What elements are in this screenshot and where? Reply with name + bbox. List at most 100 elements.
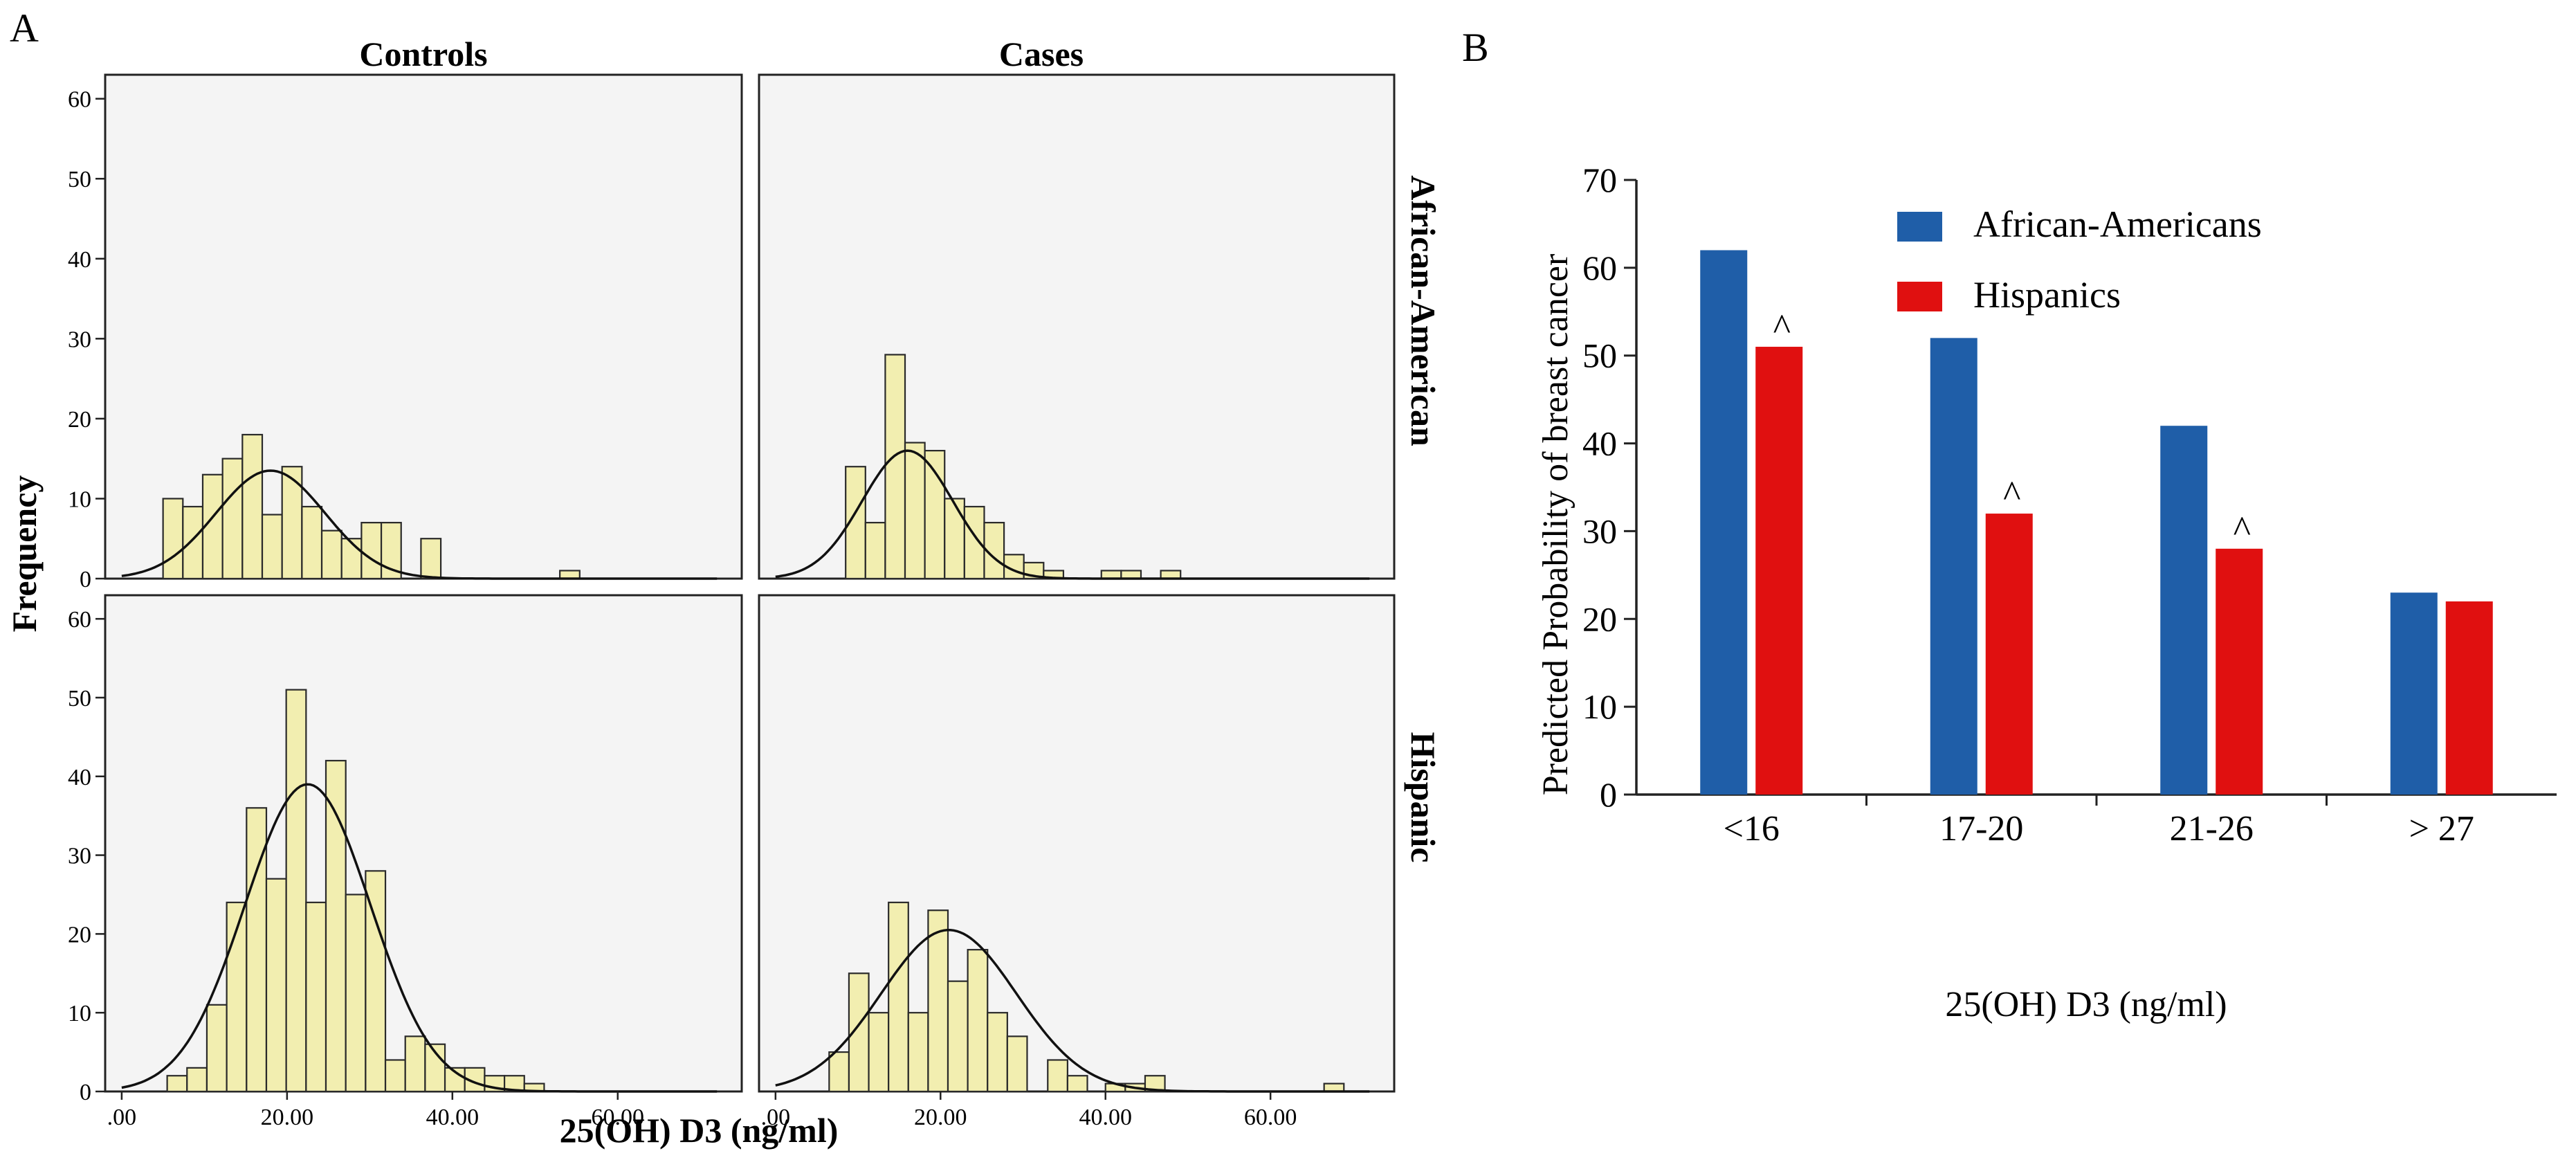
panel-a-label: A — [10, 6, 39, 51]
y-tick-label: 20 — [68, 407, 91, 433]
y-tick-label: 60 — [1582, 248, 1617, 287]
category-label: > 27 — [2409, 809, 2474, 849]
x-tick-label: .00 — [761, 1105, 791, 1130]
y-tick-label: 10 — [1582, 687, 1617, 726]
histogram-bar — [320, 529, 342, 580]
histogram-panel-frame — [104, 73, 743, 580]
histogram-bar — [944, 498, 965, 580]
histogram-bar — [828, 1051, 850, 1093]
y-tick-label: 40 — [68, 247, 91, 273]
y-tick-label: 20 — [1582, 599, 1617, 638]
x-tick-label: 40.00 — [1079, 1105, 1132, 1130]
y-tick-label: 20 — [68, 922, 91, 948]
histogram-panel-cases-hispanic: .00 20.00 40.00 60.00 — [758, 594, 1396, 1130]
normal-curve — [775, 449, 1370, 580]
histogram-bar — [340, 538, 363, 580]
histogram-panel-cases-african-american — [758, 73, 1396, 580]
histogram-bar — [884, 354, 906, 580]
bar-african-americans — [1930, 338, 1977, 795]
bar-african-americans — [2160, 426, 2208, 795]
y-tick-label: 10 — [68, 487, 91, 512]
bar-hispanics — [1985, 514, 2033, 795]
histogram-bar — [420, 538, 442, 580]
x-axis-label-histograms: 25(OH) D3 (ng/ml) — [560, 1111, 839, 1150]
bar-hispanics — [2216, 548, 2263, 795]
histogram-bar — [947, 980, 969, 1093]
histogram-bar — [907, 1012, 929, 1093]
legend-label-african-americans: African-Americans — [1973, 203, 2262, 245]
histogram-bar — [325, 759, 347, 1093]
legend-label-hispanics: Hispanics — [1973, 274, 2121, 316]
y-tick-label: 30 — [68, 844, 91, 869]
normal-curve — [121, 469, 718, 580]
y-tick-label: 50 — [68, 167, 91, 192]
col-title-cases: Cases — [999, 35, 1084, 73]
y-tick-label: 40 — [1582, 424, 1617, 463]
category-label: 21-26 — [2170, 809, 2254, 849]
y-tick-label: 60 — [68, 607, 91, 633]
y-tick-label: 0 — [80, 567, 91, 592]
bar-african-americans — [2390, 592, 2438, 795]
x-tick-label: .00 — [107, 1105, 137, 1130]
histogram-bar — [162, 498, 184, 580]
col-title-controls: Controls — [359, 35, 487, 73]
x-axis-label-bars: 25(OH) D3 (ng/ml) — [1945, 985, 2227, 1024]
histogram-bar — [186, 1067, 208, 1093]
histogram-bar — [868, 1012, 890, 1093]
x-tick-label: 60.00 — [1244, 1105, 1297, 1130]
histogram-bar — [888, 901, 909, 1093]
histogram-bar — [285, 689, 307, 1093]
histogram-panel-controls-african-american: 0 10 20 30 40 50 60 — [68, 73, 743, 592]
y-tick-label: 0 — [1600, 775, 1617, 814]
x-tick-label: 20.00 — [914, 1105, 967, 1130]
y-tick-label: 30 — [1582, 511, 1617, 550]
histogram-bar — [1047, 1059, 1068, 1093]
histogram-bar — [182, 505, 204, 580]
histogram-bar — [261, 514, 283, 580]
histogram-bar — [904, 442, 926, 580]
bar-african-americans — [1700, 250, 1748, 795]
significance-marker: ^ — [2003, 473, 2020, 515]
y-tick-label: 0 — [80, 1080, 91, 1105]
histogram-bar — [221, 457, 244, 580]
bar-hispanics — [1755, 347, 1803, 795]
bar-chart: 0 10 20 30 40 50 60 70 <16 ^ 17-20 ^ 21-26 ^ > 27 — [1582, 161, 2557, 849]
histogram-bar — [265, 878, 287, 1093]
y-tick-label: 10 — [68, 1001, 91, 1026]
significance-marker: ^ — [1773, 307, 1791, 348]
y-tick-label: 60 — [68, 87, 91, 113]
histogram-bar — [1066, 1075, 1088, 1093]
y-tick-label: 30 — [68, 327, 91, 352]
legend-swatch-african-americans — [1897, 212, 1942, 242]
y-axis-label-frequency: Frequency — [5, 475, 44, 633]
category-label: 17-20 — [1939, 809, 2023, 849]
histogram-bar — [987, 1012, 1008, 1093]
histogram-bar — [166, 1075, 188, 1093]
y-tick-label: 40 — [68, 765, 91, 790]
x-tick-label: 20.00 — [261, 1105, 314, 1130]
x-tick-label: 40.00 — [426, 1105, 479, 1130]
histogram-bar — [1144, 1075, 1166, 1093]
histogram-bar — [384, 1059, 406, 1093]
y-tick-label: 50 — [68, 686, 91, 712]
x-tick-label: 60.00 — [592, 1105, 645, 1130]
significance-marker: ^ — [2234, 509, 2251, 550]
histogram-bar — [205, 1004, 228, 1093]
histogram-bar — [305, 901, 327, 1093]
y-axis-label-probability: Predicted Probability of breast cancer — [1536, 254, 1575, 796]
histogram-bar — [1006, 1035, 1028, 1093]
row-title-african-american: African-American — [1404, 175, 1443, 446]
panel-b-label: B — [1462, 25, 1489, 70]
bar-hispanics — [2445, 601, 2493, 795]
histogram-bar — [967, 949, 989, 1093]
histogram-bar — [345, 894, 367, 1093]
category-label: <16 — [1724, 809, 1780, 849]
row-title-hispanic: Hispanic — [1404, 732, 1443, 863]
histogram-bar — [365, 870, 387, 1093]
histogram-bar — [404, 1035, 426, 1093]
legend-swatch-hispanics — [1897, 282, 1942, 311]
y-tick-label: 70 — [1582, 161, 1617, 199]
